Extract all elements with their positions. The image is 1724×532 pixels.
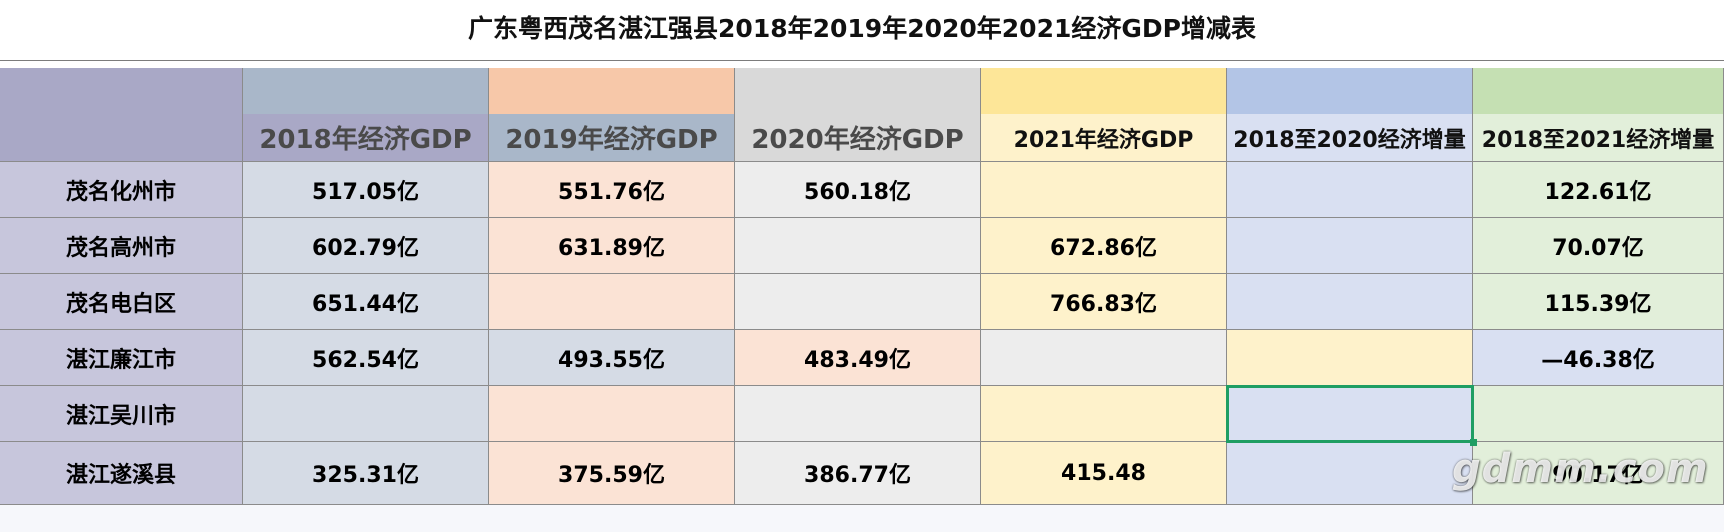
table-cell[interactable]	[489, 386, 735, 442]
table-cell[interactable]	[1227, 274, 1473, 330]
table-cell[interactable]	[735, 274, 981, 330]
column-header-label: 2020年经济GDP	[751, 125, 964, 155]
table-title: 广东粤西茂名湛江强县2018年2019年2020年2021经济GDP增减表	[0, 0, 1724, 61]
table-cell[interactable]: 90.17亿	[1473, 442, 1724, 505]
table-cell[interactable]: 766.83亿	[981, 274, 1227, 330]
column-header-label: 2018至2020经济增量	[1233, 127, 1466, 153]
table-cell[interactable]: 325.31亿	[243, 442, 489, 505]
column-header-label: 2021年经济GDP	[1013, 127, 1194, 153]
column-header-6[interactable]: 2018至2021经济增量	[1473, 68, 1724, 162]
header-color-band	[0, 68, 242, 114]
table-cell[interactable]	[1227, 218, 1473, 274]
column-header-5[interactable]: 2018至2020经济增量	[1227, 68, 1473, 162]
column-header-label: 2018至2021经济增量	[1481, 127, 1715, 153]
header-color-band	[735, 68, 980, 114]
row-label[interactable]: 湛江吴川市	[0, 386, 243, 442]
table-cell[interactable]	[735, 218, 981, 274]
column-header-3[interactable]: 2020年经济GDP	[735, 68, 981, 162]
table-cell[interactable]: 560.18亿	[735, 162, 981, 218]
column-header-label: 2019年经济GDP	[505, 125, 718, 155]
fill-handle[interactable]	[1470, 439, 1477, 446]
table-cell[interactable]: 672.86亿	[981, 218, 1227, 274]
row-label[interactable]: 茂名高州市	[0, 218, 243, 274]
table-cell[interactable]: 122.61亿	[1473, 162, 1724, 218]
table-cell[interactable]: 602.79亿	[243, 218, 489, 274]
table-cell[interactable]	[1227, 162, 1473, 218]
table-cell[interactable]: 415.48	[981, 442, 1227, 505]
header-color-band	[981, 68, 1226, 114]
header-color-band	[1227, 68, 1472, 114]
column-header-label: 2018年经济GDP	[259, 125, 472, 155]
table-cell[interactable]: 115.39亿	[1473, 274, 1724, 330]
table-cell[interactable]	[1227, 330, 1473, 386]
row-label[interactable]: 湛江廉江市	[0, 330, 243, 386]
table-cell[interactable]: 70.07亿	[1473, 218, 1724, 274]
header-color-band	[489, 68, 734, 114]
column-header-4[interactable]: 2021年经济GDP	[981, 68, 1227, 162]
cell-selection-box[interactable]	[1226, 385, 1474, 443]
row-label[interactable]: 湛江遂溪县	[0, 442, 243, 505]
table-cell[interactable]: 483.49亿	[735, 330, 981, 386]
table-cell[interactable]	[735, 386, 981, 442]
table-cell[interactable]: 562.54亿	[243, 330, 489, 386]
table-cell[interactable]: 631.89亿	[489, 218, 735, 274]
table-cell[interactable]: 493.55亿	[489, 330, 735, 386]
table-cell[interactable]	[489, 274, 735, 330]
table-cell[interactable]	[981, 162, 1227, 218]
table-cell[interactable]	[1227, 442, 1473, 505]
column-header-label	[0, 114, 242, 161]
row-label[interactable]: 茂名电白区	[0, 274, 243, 330]
table-cell[interactable]: —46.38亿	[1473, 330, 1724, 386]
column-header-2[interactable]: 2019年经济GDP	[489, 68, 735, 162]
table-cell[interactable]	[1473, 386, 1724, 442]
table-cell[interactable]: 651.44亿	[243, 274, 489, 330]
row-label[interactable]: 茂名化州市	[0, 162, 243, 218]
column-header-1[interactable]: 2018年经济GDP	[243, 68, 489, 162]
table-cell[interactable]: 386.77亿	[735, 442, 981, 505]
table-cell[interactable]	[243, 386, 489, 442]
table-cell[interactable]	[981, 330, 1227, 386]
header-color-band	[1473, 68, 1723, 114]
spreadsheet-sheet: 广东粤西茂名湛江强县2018年2019年2020年2021经济GDP增减表 20…	[0, 0, 1724, 505]
table-cell[interactable]: 517.05亿	[243, 162, 489, 218]
header-corner-cell[interactable]	[0, 68, 243, 162]
table-cell[interactable]: 551.76亿	[489, 162, 735, 218]
header-color-band	[243, 68, 488, 114]
table-cell[interactable]: 375.59亿	[489, 442, 735, 505]
table-cell[interactable]	[981, 386, 1227, 442]
